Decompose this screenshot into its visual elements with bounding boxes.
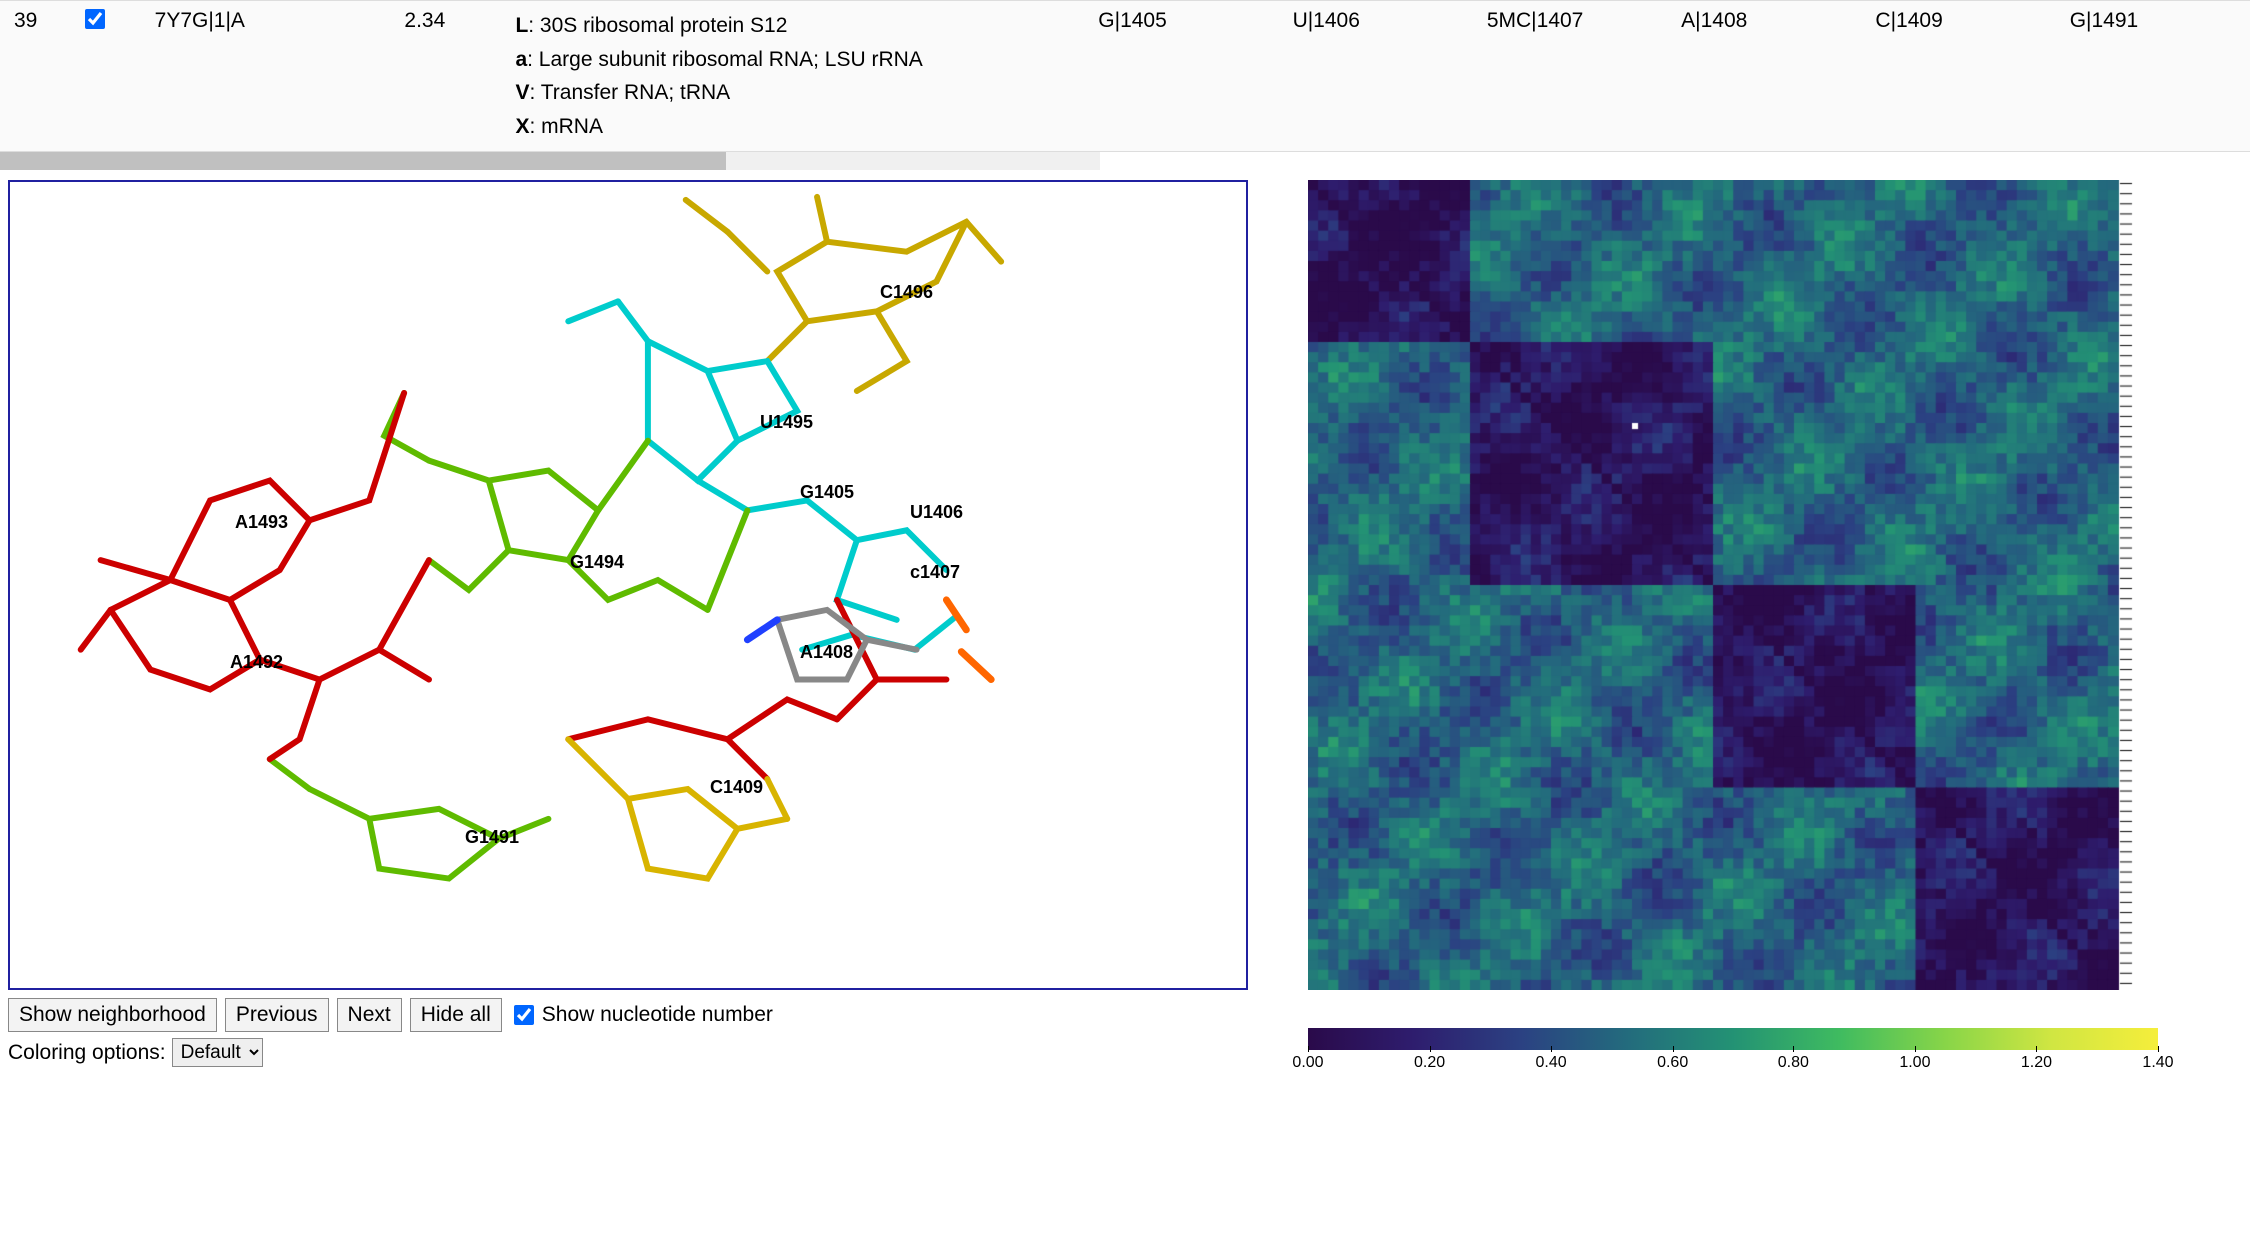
results-table: 39 7Y7G|1|A 2.34 L: 30S ribosomal protei… <box>0 0 2250 152</box>
heatmap-box <box>1308 180 2178 1010</box>
molecule-label: A1408 <box>800 642 853 663</box>
row-nt-4: C|1409 <box>1861 1 2055 152</box>
next-button[interactable]: Next <box>337 998 402 1032</box>
molecule-label: C1409 <box>710 777 763 798</box>
colorbar-tick-label: 1.20 <box>2021 1054 2052 1072</box>
colorbar-tick-label: 1.40 <box>2142 1054 2173 1072</box>
hide-all-button[interactable]: Hide all <box>410 998 502 1032</box>
row-nt-0: G|1405 <box>1084 1 1278 152</box>
table-row[interactable]: 39 7Y7G|1|A 2.34 L: 30S ribosomal protei… <box>0 1 2250 152</box>
colorbar-tick-label: 0.20 <box>1414 1054 1445 1072</box>
coloring-row: Coloring options: Default <box>8 1038 1248 1067</box>
coloring-select[interactable]: Default <box>172 1038 263 1067</box>
molecule-svg <box>10 182 1246 988</box>
row-nt-5: G|1491 <box>2056 1 2250 152</box>
row-resolution: 2.34 <box>390 1 501 152</box>
colorbar-tick-label: 0.60 <box>1657 1054 1688 1072</box>
row-checkbox-cell <box>71 1 140 152</box>
previous-button[interactable]: Previous <box>225 998 329 1032</box>
molecule-label: C1496 <box>880 282 933 303</box>
molecule-label: G1491 <box>465 827 519 848</box>
viewer-controls: Show neighborhood Previous Next Hide all… <box>8 998 1248 1032</box>
colorbar-tick-label: 0.40 <box>1536 1054 1567 1072</box>
heatmap-panel: 0.000.200.400.600.801.001.201.40 <box>1308 180 2178 1074</box>
heatmap-canvas[interactable] <box>1308 180 2158 990</box>
colorbar-tick-label: 0.80 <box>1778 1054 1809 1072</box>
row-nt-3: A|1408 <box>1667 1 1861 152</box>
molecule-label: A1493 <box>235 512 288 533</box>
structure-viewer[interactable]: C1496 U1495 G1405 U1406 c1407 A1408 G1494 A1493… <box>8 180 1248 990</box>
coloring-label: Coloring options: <box>8 1041 166 1065</box>
molecule-label: U1406 <box>910 502 963 523</box>
row-nt-1: U|1406 <box>1279 1 1473 152</box>
row-id[interactable]: 7Y7G|1|A <box>141 1 391 152</box>
results-table-container: 39 7Y7G|1|A 2.34 L: 30S ribosomal protei… <box>0 0 2250 152</box>
molecule-label: U1495 <box>760 412 813 433</box>
colorbar-tick-label: 1.00 <box>1899 1054 1930 1072</box>
molecule-label: A1492 <box>230 652 283 673</box>
row-number: 39 <box>0 1 71 152</box>
colorbar-ticks: 0.000.200.400.600.801.001.201.40 <box>1308 1050 2158 1074</box>
scrollbar-thumb[interactable] <box>0 152 726 170</box>
show-nt-number-checkbox[interactable] <box>514 1005 534 1025</box>
colorbar <box>1308 1028 2158 1050</box>
structure-viewer-panel: C1496 U1495 G1405 U1406 c1407 A1408 G1494 A1493… <box>8 180 1248 1074</box>
show-neighborhood-button[interactable]: Show neighborhood <box>8 998 217 1032</box>
row-checkbox[interactable] <box>85 9 105 29</box>
colorbar-tick-label: 0.00 <box>1292 1054 1323 1072</box>
molecule-label: G1405 <box>800 482 854 503</box>
show-nt-number-label: Show nucleotide number <box>542 1003 773 1027</box>
row-description: L: 30S ribosomal protein S12a: Large sub… <box>501 1 1084 152</box>
molecule-label: c1407 <box>910 562 960 583</box>
horizontal-scrollbar[interactable] <box>0 152 1100 170</box>
row-nt-2: 5MC|1407 <box>1473 1 1667 152</box>
panels: C1496 U1495 G1405 U1406 c1407 A1408 G1494 A1493… <box>0 180 2250 1074</box>
molecule-label: G1494 <box>570 552 624 573</box>
